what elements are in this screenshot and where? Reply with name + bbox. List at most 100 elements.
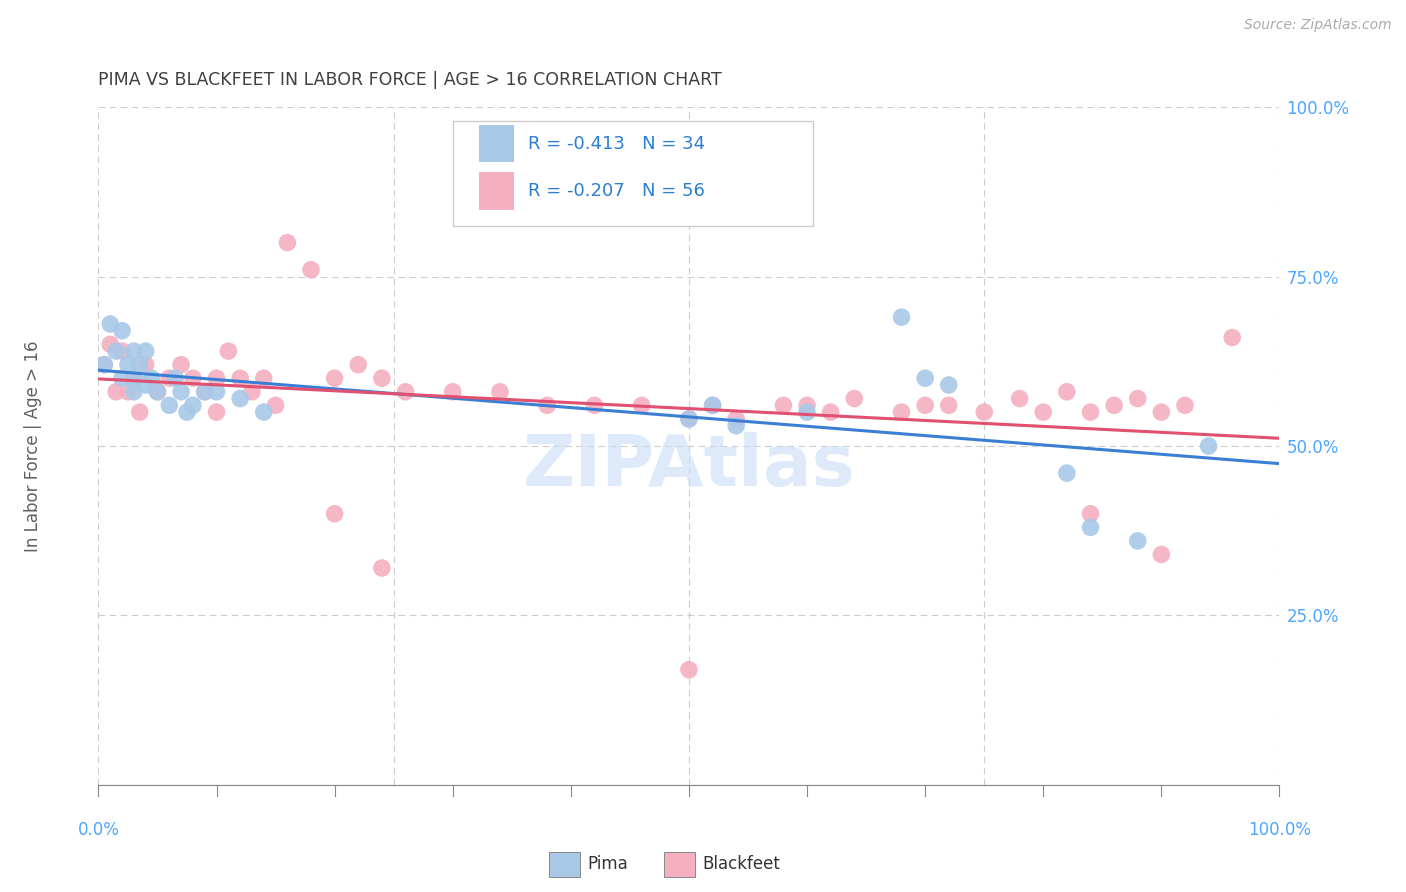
Point — [111, 324, 134, 338]
Point — [93, 358, 115, 372]
Point — [890, 310, 912, 325]
Point — [229, 392, 252, 406]
Point — [678, 663, 700, 677]
Point — [1080, 520, 1102, 534]
Point — [176, 405, 198, 419]
Point — [489, 384, 512, 399]
Text: 0.0%: 0.0% — [77, 821, 120, 838]
Point — [1032, 405, 1054, 419]
Point — [146, 384, 169, 399]
Point — [93, 358, 115, 372]
Point — [1150, 548, 1173, 562]
Point — [394, 384, 416, 399]
Point — [98, 317, 121, 331]
Point — [583, 398, 606, 412]
Text: ZIPAtlas: ZIPAtlas — [523, 432, 855, 500]
Point — [111, 371, 134, 385]
Point — [141, 371, 163, 385]
Text: R = -0.413   N = 34: R = -0.413 N = 34 — [529, 135, 706, 153]
Point — [796, 398, 818, 412]
Point — [938, 398, 960, 412]
Point — [630, 398, 652, 412]
Point — [371, 561, 394, 575]
Point — [170, 384, 193, 399]
Point — [135, 378, 157, 392]
Point — [128, 405, 150, 419]
FancyBboxPatch shape — [453, 120, 813, 226]
FancyBboxPatch shape — [478, 172, 515, 210]
Point — [1198, 439, 1220, 453]
Point — [111, 344, 134, 359]
Point — [122, 371, 145, 385]
Point — [205, 405, 228, 419]
Point — [240, 384, 263, 399]
Point — [205, 371, 228, 385]
Point — [194, 384, 217, 399]
Point — [122, 371, 145, 385]
Point — [725, 412, 748, 426]
Point — [323, 371, 346, 385]
Point — [1080, 405, 1102, 419]
Point — [253, 371, 276, 385]
Point — [702, 398, 724, 412]
Text: PIMA VS BLACKFEET IN LABOR FORCE | AGE > 16 CORRELATION CHART: PIMA VS BLACKFEET IN LABOR FORCE | AGE >… — [98, 71, 723, 89]
Point — [772, 398, 794, 412]
Point — [1150, 405, 1173, 419]
Point — [1008, 392, 1031, 406]
Point — [170, 358, 193, 372]
Point — [725, 418, 748, 433]
Point — [122, 384, 145, 399]
Point — [146, 384, 169, 399]
Point — [1056, 384, 1078, 399]
Point — [1126, 533, 1149, 548]
Point — [1220, 330, 1243, 344]
Text: In Labor Force | Age > 16: In Labor Force | Age > 16 — [24, 340, 42, 552]
Point — [117, 358, 139, 372]
Point — [678, 412, 700, 426]
Text: Blackfeet: Blackfeet — [703, 855, 780, 873]
Text: R = -0.207   N = 56: R = -0.207 N = 56 — [529, 182, 706, 200]
Point — [973, 405, 995, 419]
Point — [135, 358, 157, 372]
Point — [1056, 466, 1078, 480]
Point — [1080, 507, 1102, 521]
Text: 100.0%: 100.0% — [1249, 821, 1310, 838]
Point — [181, 371, 204, 385]
Point — [1174, 398, 1197, 412]
Point — [135, 344, 157, 359]
Point — [276, 235, 298, 250]
Point — [105, 384, 128, 399]
Point — [157, 398, 180, 412]
Point — [371, 371, 394, 385]
FancyBboxPatch shape — [478, 125, 515, 162]
Point — [181, 398, 204, 412]
Point — [165, 371, 187, 385]
Point — [205, 384, 228, 399]
Point — [914, 398, 936, 412]
Point — [122, 344, 145, 359]
Point — [217, 344, 239, 359]
Point — [299, 262, 322, 277]
Text: Pima: Pima — [588, 855, 627, 873]
Point — [536, 398, 558, 412]
Point — [105, 344, 128, 359]
Point — [1126, 392, 1149, 406]
Point — [890, 405, 912, 419]
Point — [323, 507, 346, 521]
Point — [157, 371, 180, 385]
Point — [264, 398, 287, 412]
Point — [796, 405, 818, 419]
Point — [229, 371, 252, 385]
Point — [441, 384, 464, 399]
Point — [820, 405, 842, 419]
Point — [1102, 398, 1125, 412]
Point — [914, 371, 936, 385]
Point — [702, 398, 724, 412]
Point — [194, 384, 217, 399]
Point — [98, 337, 121, 351]
Text: Source: ZipAtlas.com: Source: ZipAtlas.com — [1244, 18, 1392, 32]
Point — [128, 358, 150, 372]
Point — [678, 412, 700, 426]
Point — [844, 392, 866, 406]
Point — [347, 358, 370, 372]
